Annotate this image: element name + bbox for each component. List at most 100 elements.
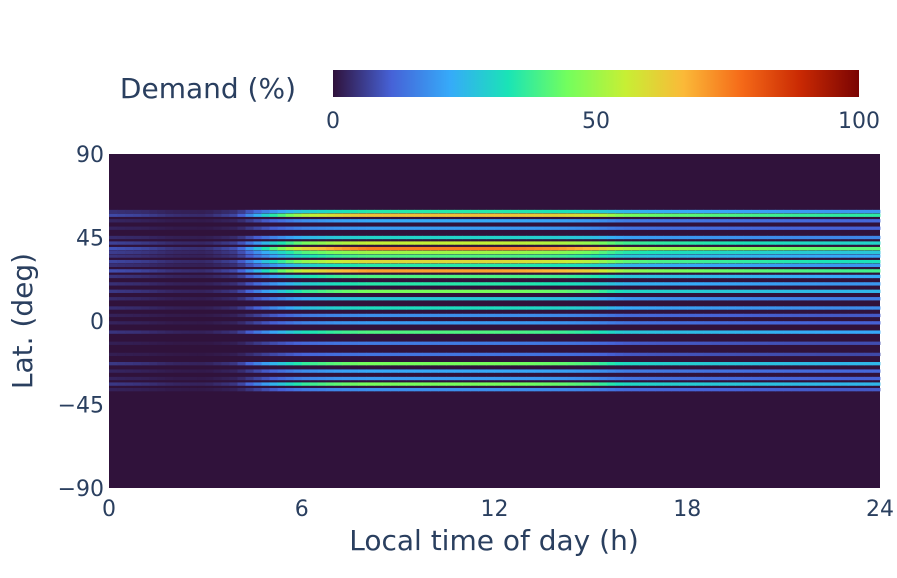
heatmap-cell [125, 274, 134, 279]
heatmap-cell [582, 235, 592, 240]
heatmap-cell [382, 321, 391, 325]
heatmap-cell [566, 330, 576, 334]
heatmap-cell [366, 263, 375, 268]
heatmap-cell [277, 313, 287, 318]
heatmap-cell [863, 269, 873, 273]
heatmap-cell [470, 235, 479, 240]
heatmap-cell [382, 376, 391, 381]
heatmap-cell [839, 289, 849, 293]
heatmap-cell [189, 362, 198, 366]
heatmap-cell [133, 282, 142, 286]
heatmap-cell [414, 297, 423, 301]
heatmap-cell [446, 382, 455, 386]
heatmap-cell [534, 213, 544, 217]
heatmap-cell [783, 235, 793, 240]
heatmap-cell [205, 250, 214, 255]
heatmap-cell [374, 362, 383, 366]
heatmap-cell [277, 246, 287, 251]
heatmap-cell [606, 246, 616, 251]
heatmap-cell [277, 297, 287, 301]
heatmap-cell [614, 330, 624, 334]
heatmap-cell [647, 313, 656, 318]
heatmap-cell [390, 219, 399, 223]
heatmap-cell [534, 241, 544, 245]
heatmap-cell [197, 352, 206, 357]
heatmap-cell [558, 259, 568, 264]
heatmap-cell [430, 254, 439, 258]
heatmap-cell [831, 382, 841, 386]
heatmap-cell [574, 330, 584, 334]
heatmap-cell [309, 352, 319, 357]
heatmap-cell [647, 246, 656, 251]
heatmap-cell [598, 369, 608, 373]
heatmap-cell [751, 321, 760, 325]
heatmap-cell [374, 254, 383, 258]
heatmap-cell [847, 241, 857, 245]
heatmap-cell [149, 246, 158, 251]
heatmap-cell [382, 369, 391, 373]
heatmap-cell [133, 241, 142, 245]
heatmap-cell [783, 269, 793, 273]
heatmap-cell [735, 313, 744, 318]
heatmap-cell [253, 313, 262, 318]
heatmap-cell [735, 263, 744, 268]
heatmap-cell [125, 297, 134, 301]
heatmap-cell [173, 313, 182, 318]
heatmap-cell [574, 282, 584, 286]
heatmap-cell [751, 209, 760, 214]
heatmap-cell [542, 282, 552, 286]
heatmap-cell [406, 382, 415, 386]
heatmap-cell [823, 362, 833, 366]
heatmap-cell [871, 321, 881, 325]
heatmap-cell [679, 330, 688, 334]
heatmap-cell [815, 209, 825, 214]
heatmap-cell [486, 369, 495, 373]
heatmap-cell [815, 382, 825, 386]
heatmap-cell [141, 250, 150, 255]
heatmap-cell [366, 362, 375, 366]
heatmap-cell [245, 241, 254, 245]
heatmap-cell [349, 241, 359, 245]
heatmap-cell [590, 250, 600, 255]
heatmap-cell [341, 250, 351, 255]
heatmap-cell [743, 289, 752, 293]
heatmap-cell [438, 250, 447, 255]
heatmap-cell [534, 297, 544, 301]
heatmap-cell [703, 241, 712, 245]
heatmap-cell [261, 352, 271, 357]
heatmap-cell [382, 254, 391, 258]
heatmap-cell [261, 263, 271, 268]
heatmap-cell [149, 362, 158, 366]
heatmap-cell [590, 297, 600, 301]
heatmap-cell [783, 369, 793, 373]
heatmap-cell [197, 362, 206, 366]
heatmap-cell [815, 321, 825, 325]
heatmap-cell [165, 241, 174, 245]
heatmap-cell [799, 289, 809, 293]
heatmap-cell [398, 369, 407, 373]
heatmap-cell [165, 250, 174, 255]
heatmap-cell [863, 246, 873, 251]
heatmap-cell [374, 274, 383, 279]
heatmap-cell [357, 306, 367, 310]
heatmap-cell [574, 246, 584, 251]
heatmap-cell [117, 352, 126, 357]
heatmap-cell [125, 269, 134, 273]
heatmap-cell [189, 369, 198, 373]
heatmap-cell [542, 289, 552, 293]
heatmap-cell [149, 235, 158, 240]
heatmap-cell [382, 235, 391, 240]
heatmap-cell [430, 263, 439, 268]
heatmap-cell [221, 362, 230, 366]
heatmap-cell [133, 352, 142, 357]
heatmap-cell [333, 321, 343, 325]
heatmap-cell [285, 369, 295, 373]
heatmap-cell [309, 330, 319, 334]
heatmap-cell [205, 330, 214, 334]
heatmap-cell [558, 387, 568, 392]
heatmap-cell [663, 352, 672, 357]
heatmap-cell [221, 341, 230, 345]
heatmap-cell [237, 282, 246, 286]
heatmap-cell [687, 289, 696, 293]
heatmap-cell [815, 362, 825, 366]
